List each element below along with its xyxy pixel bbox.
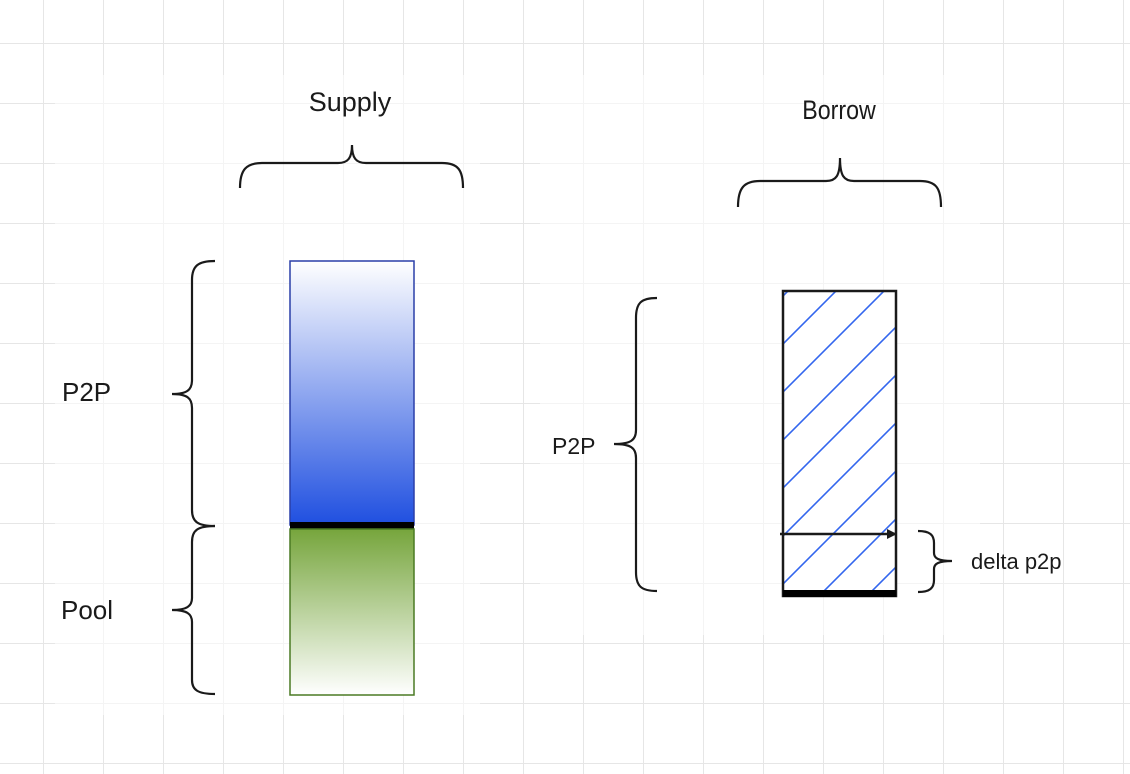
borrow-p2p-brace — [613, 296, 658, 593]
supply-divider — [290, 522, 414, 529]
supply-pool-bar — [289, 528, 415, 696]
supply-title: Supply — [309, 87, 392, 117]
borrow-p2p-label: P2P — [552, 433, 595, 459]
delta-p2p-label: delta p2p — [971, 549, 1062, 574]
borrow-p2p-box — [781, 289, 898, 598]
borrow-panel — [540, 75, 980, 635]
borrow-title: Borrow — [802, 95, 876, 125]
supply-p2p-label: P2P — [62, 377, 111, 407]
delta-brace — [917, 529, 953, 594]
supply-pool-brace — [171, 524, 216, 696]
supply-p2p-brace — [171, 259, 216, 528]
supply-p2p-bar — [289, 260, 415, 526]
supply-panel — [55, 75, 480, 715]
borrow-top-brace — [736, 157, 943, 208]
supply-pool-label: Pool — [61, 595, 113, 625]
supply-top-brace — [238, 144, 465, 189]
